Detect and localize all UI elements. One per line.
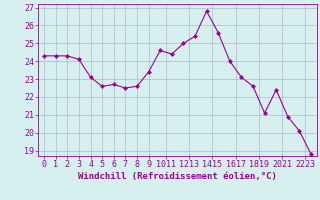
X-axis label: Windchill (Refroidissement éolien,°C): Windchill (Refroidissement éolien,°C) xyxy=(78,172,277,181)
